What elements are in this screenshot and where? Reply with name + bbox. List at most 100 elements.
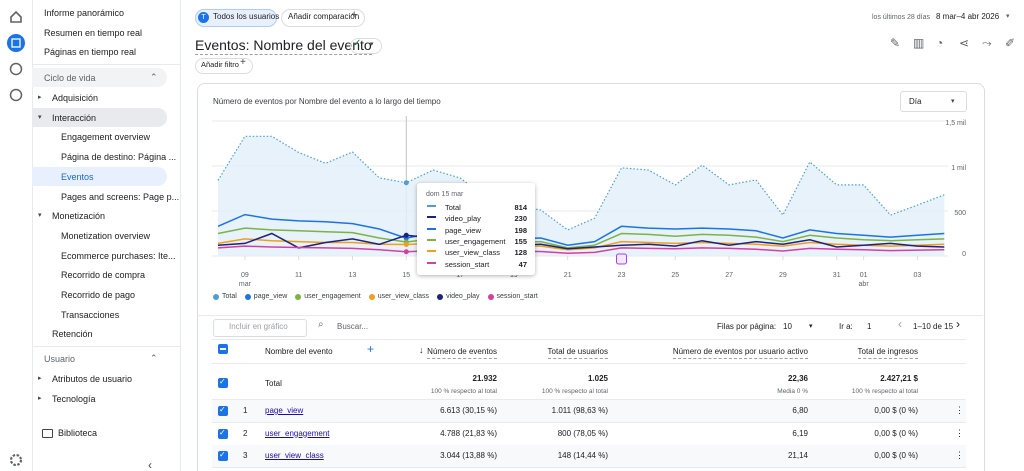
series-line: [217, 213, 945, 246]
nav-item[interactable]: Recorrido de pago: [61, 290, 136, 300]
goto-value[interactable]: 1: [867, 322, 872, 331]
column-header[interactable]: Total de ingresos: [857, 346, 918, 359]
point: [403, 249, 409, 255]
toolbar-icon[interactable]: ⤳: [982, 36, 992, 50]
nav-item[interactable]: Pages and screens: Page p...: [61, 191, 180, 202]
dropdown-arrow[interactable]: ▾: [1006, 13, 1010, 20]
chevron[interactable]: ⌃: [150, 353, 158, 363]
include-btn[interactable]: [213, 319, 307, 337]
nav-group[interactable]: Adquisición: [52, 93, 99, 103]
nav-group[interactable]: Interacción: [52, 112, 97, 123]
legend-item[interactable]: video_play: [437, 291, 480, 303]
nav-group[interactable]: Retención: [52, 329, 93, 340]
advertising-icon[interactable]: [9, 88, 23, 102]
section-title[interactable]: Usuario: [44, 354, 76, 364]
row-checkbox[interactable]: [218, 428, 228, 439]
page-title[interactable]: Eventos: Nombre del evento: [195, 37, 372, 55]
event-name[interactable]: user_view_class: [265, 451, 324, 460]
search-icon: ⌕: [318, 319, 324, 330]
series-line: [217, 245, 945, 255]
legend-item[interactable]: Total: [213, 291, 237, 303]
legend-item[interactable]: user_view_class: [368, 291, 429, 303]
chevron[interactable]: ⌃: [150, 72, 158, 82]
next-btn[interactable]: ›: [956, 317, 960, 331]
nav-item[interactable]: Engagement overview: [61, 132, 151, 143]
row-menu[interactable]: ⋮: [955, 405, 964, 415]
rows-value[interactable]: 10: [783, 322, 792, 331]
nav-item[interactable]: Biblioteca: [58, 428, 98, 438]
row-checkbox[interactable]: [218, 451, 228, 461]
x-tick-sublabel: mar: [239, 281, 252, 288]
expand-arrow: ▾: [38, 113, 42, 121]
point: [403, 180, 409, 186]
nav-item[interactable]: Recorrido de compra: [61, 270, 146, 281]
segment-chip[interactable]: [195, 9, 277, 27]
legend-item[interactable]: session_start: [487, 291, 538, 303]
nav-item[interactable]: Página de destino: Página ...: [61, 152, 177, 163]
nav-item[interactable]: Informe panorámico: [44, 8, 125, 18]
row-border: [212, 422, 966, 423]
toolbar-icon[interactable]: ⋖: [959, 36, 970, 50]
event-name[interactable]: user_engagement: [265, 428, 330, 438]
search-input[interactable]: Buscar...: [337, 322, 369, 331]
cell: 0,00 $ (0 %): [874, 428, 918, 438]
cell: 0,00 $ (0 %): [874, 406, 918, 415]
nav-item[interactable]: Eventos: [61, 171, 94, 182]
filter-chip[interactable]: [195, 58, 253, 74]
toolbar-icon[interactable]: ◔: [936, 36, 944, 50]
column-header[interactable]: Número de eventos por usuario activo: [672, 346, 808, 359]
dropdown-arrow[interactable]: ▾: [809, 323, 813, 330]
sort-arrow: ↓: [419, 345, 424, 355]
legend-item[interactable]: user_engagement: [295, 291, 361, 303]
tooltip: [417, 183, 535, 275]
segment-label: Todos los usuarios: [213, 12, 280, 21]
tooltip-name: video_play: [445, 214, 481, 224]
total-label: Total: [265, 379, 282, 388]
chart-title: Número de eventos por Nombre del evento …: [213, 97, 441, 106]
check-glyph: ✓: [219, 377, 226, 386]
tooltip-value: 47: [518, 259, 527, 269]
total-value: 1.025: [587, 374, 608, 383]
event-name[interactable]: page_view: [265, 406, 304, 415]
total-checkbox[interactable]: [218, 378, 228, 388]
column-header[interactable]: Número de eventos: [427, 346, 497, 359]
date-range[interactable]: 8 mar–4 abr 2026: [936, 12, 1000, 21]
nav-item[interactable]: Monetization overview: [61, 230, 151, 241]
x-tick-label: 31: [833, 272, 841, 279]
column-header[interactable]: Total de usuarios: [547, 346, 608, 359]
nav-item[interactable]: Transacciones: [61, 309, 120, 320]
add-column[interactable]: +: [367, 342, 375, 356]
toolbar-border: [197, 315, 983, 316]
nav-group[interactable]: Tecnología: [52, 393, 96, 404]
legend-label: session_start: [496, 293, 538, 300]
section-title[interactable]: Ciclo de vida: [44, 73, 96, 83]
series-line: [217, 227, 945, 249]
nav-group[interactable]: Monetización: [52, 211, 106, 222]
legend-item[interactable]: page_view: [244, 291, 287, 303]
collapse[interactable]: ‹: [148, 458, 152, 471]
settings-icon[interactable]: [9, 453, 23, 467]
toolbar-icon[interactable]: ✎: [890, 36, 901, 50]
cell: 6,19: [792, 428, 808, 438]
nav-group[interactable]: Atributos de usuario: [52, 374, 133, 384]
compare-chip[interactable]: [281, 9, 365, 27]
row-menu[interactable]: ⋮: [955, 450, 964, 460]
nav-item[interactable]: Ecommerce purchases: Ite...: [61, 250, 176, 261]
toolbar-icon[interactable]: ✐: [1005, 36, 1016, 50]
chart-card: [197, 83, 985, 471]
home-icon[interactable]: [10, 10, 22, 23]
toolbar-icon[interactable]: ▥: [913, 36, 925, 50]
cell: 1.011 (98,63 %): [551, 406, 608, 415]
area: [218, 136, 945, 256]
granularity-select[interactable]: [900, 91, 967, 112]
prev-btn[interactable]: ‹: [898, 317, 902, 331]
dropdown-arrow[interactable]: ▾: [370, 41, 374, 48]
nav-item[interactable]: Páginas en tiempo real: [44, 47, 137, 57]
row-menu[interactable]: ⋮: [955, 427, 964, 438]
explore-icon[interactable]: [9, 62, 23, 76]
tooltip-swatch: [427, 216, 436, 219]
row-checkbox[interactable]: [218, 406, 228, 416]
nav-item[interactable]: Resumen en tiempo real: [44, 27, 143, 38]
annotation-icon: [616, 253, 627, 265]
